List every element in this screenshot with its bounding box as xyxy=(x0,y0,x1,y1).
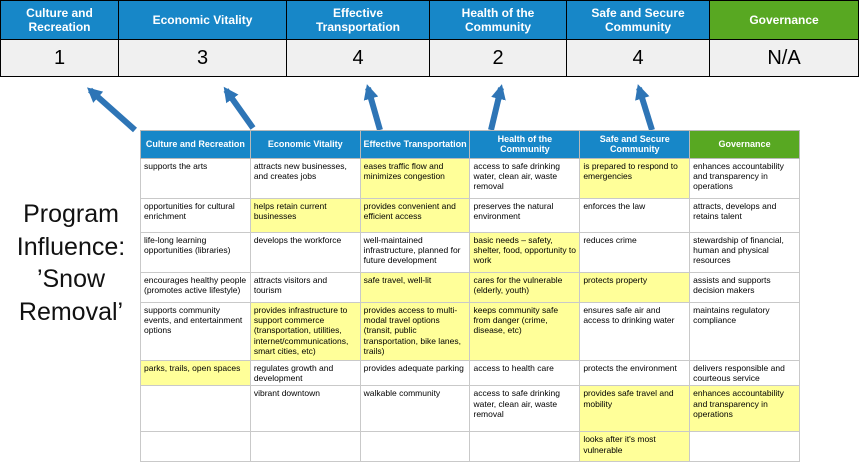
matrix-cell-r5-c0: parks, trails, open spaces xyxy=(140,359,251,387)
matrix-row-5: parks, trails, open spaces regulates grow… xyxy=(140,359,800,387)
matrix-cell-r2-c2: well-maintained infrastructure, planned … xyxy=(359,231,471,273)
matrix-cell-r4-c5: maintains regulatory compliance xyxy=(689,301,800,361)
program-title: Program Influence: ’Snow Removal’ xyxy=(16,200,126,326)
scoreboard-header-row: Culture and Recreation Economic Vitality E… xyxy=(1,1,858,39)
matrix-cell-r7-c2 xyxy=(359,431,471,463)
matrix-cell-r0-c4: is prepared to respond to emergencies xyxy=(579,157,691,199)
matrix-row-6: vibrant downtown walkable community access… xyxy=(140,385,800,433)
matrix-cell-r3-c5: assists and supports decision makers xyxy=(689,271,800,303)
matrix-row-2: life-long learning opportunities (librar… xyxy=(140,231,800,273)
matrix-cell-r7-c4: looks after it's most vulnerable xyxy=(579,431,691,463)
matrix-cell-r6-c0 xyxy=(140,385,251,433)
matrix-cell-r7-c3 xyxy=(469,431,581,463)
matrix-header-1: Economic Vitality xyxy=(249,130,361,159)
matrix-cell-r1-c4: enforces the law xyxy=(579,197,691,233)
matrix-cell-r6-c5: enhances accountability and transparency… xyxy=(689,385,800,433)
scoreboard-header-5: Governance xyxy=(710,1,858,39)
influence-arrow xyxy=(635,84,655,131)
matrix-cell-r0-c2: eases traffic flow and minimizes congest… xyxy=(359,157,471,199)
scoreboard-header-2: Effective Transportation xyxy=(287,1,429,39)
scoreboard-header-0: Culture and Recreation xyxy=(1,1,118,39)
influence-matrix: Culture and Recreation Economic Vitality E… xyxy=(140,130,800,463)
matrix-header-2: Effective Transportation xyxy=(359,130,471,159)
scoreboard-score-5: N/A xyxy=(710,40,858,76)
matrix-row-7: looks after it's most vulnerable xyxy=(140,431,800,463)
matrix-cell-r5-c1: regulates growth and development xyxy=(249,359,361,387)
matrix-row-4: supports community events, and entertain… xyxy=(140,301,800,361)
scoreboard-score-3: 2 xyxy=(430,40,566,76)
scoreboard-score-1: 3 xyxy=(119,40,286,76)
influence-arrows xyxy=(87,84,655,133)
matrix-cell-r0-c0: supports the arts xyxy=(140,157,251,199)
matrix-cell-r3-c4: protects property xyxy=(579,271,691,303)
matrix-cell-r6-c2: walkable community xyxy=(359,385,471,433)
matrix-header: Culture and Recreation Economic Vitality E… xyxy=(140,130,800,159)
matrix-cell-r3-c2: safe travel, well-lit xyxy=(359,271,471,303)
matrix-cell-r5-c5: delivers responsible and courteous servi… xyxy=(689,359,800,387)
matrix-cell-r5-c2: provides adequate parking xyxy=(359,359,471,387)
matrix-cell-r2-c4: reduces crime xyxy=(579,231,691,273)
matrix-cell-r5-c3: access to health care xyxy=(469,359,581,387)
matrix-cell-r0-c1: attracts new businesses, and creates job… xyxy=(249,157,361,199)
scoreboard-score-4: 4 xyxy=(567,40,709,76)
matrix-cell-r7-c0 xyxy=(140,431,251,463)
matrix-cell-r7-c5 xyxy=(689,431,800,463)
influence-arrow xyxy=(363,84,383,131)
matrix-header-row: Culture and Recreation Economic Vitality E… xyxy=(140,130,800,159)
matrix-cell-r4-c0: supports community events, and entertain… xyxy=(140,301,251,361)
matrix-row-0: supports the arts attracts new businesses… xyxy=(140,157,800,199)
matrix-cell-r4-c2: provides access to multi-modal travel op… xyxy=(359,301,471,361)
scoreboard-header-4: Safe and Secure Community xyxy=(567,1,709,39)
scoreboard-score-0: 1 xyxy=(1,40,118,76)
matrix-header-5: Governance xyxy=(689,130,800,159)
matrix-cell-r7-c1 xyxy=(249,431,361,463)
matrix-cell-r6-c1: vibrant downtown xyxy=(249,385,361,433)
matrix-cell-r1-c0: opportunities for cultural enrichment xyxy=(140,197,251,233)
matrix-header-0: Culture and Recreation xyxy=(140,130,251,159)
scoreboard-score-row: 1 3 4 2 4 N/A xyxy=(1,40,858,76)
matrix-header-3: Health of the Community xyxy=(469,130,581,159)
matrix-header-4: Safe and Secure Community xyxy=(579,130,691,159)
matrix-cell-r2-c3: basic needs – safety, shelter, food, opp… xyxy=(469,231,581,273)
influence-arrow xyxy=(87,87,137,133)
matrix-cell-r4-c4: ensures safe air and access to drinking … xyxy=(579,301,691,361)
matrix-cell-r1-c1: helps retain current businesses xyxy=(249,197,361,233)
matrix-cell-r1-c5: attracts, develops and retains talent xyxy=(689,197,800,233)
scoreboard-score-2: 4 xyxy=(287,40,429,76)
matrix-cell-r2-c5: stewardship of financial, human and phys… xyxy=(689,231,800,273)
matrix-cell-r3-c0: encourages healthy people (promotes acti… xyxy=(140,271,251,303)
matrix-cell-r6-c3: access to safe drinking water, clean air… xyxy=(469,385,581,433)
matrix-cell-r2-c0: life-long learning opportunities (librar… xyxy=(140,231,251,273)
matrix-cell-r5-c4: protects the environment xyxy=(579,359,691,387)
matrix-cell-r0-c5: enhances accountability and transparency… xyxy=(689,157,800,199)
matrix-cell-r0-c3: access to safe drinking water, clean air… xyxy=(469,157,581,199)
scoreboard-header-1: Economic Vitality xyxy=(119,1,286,39)
influence-arrow xyxy=(488,84,506,131)
matrix-row-1: opportunities for cultural enrichment hel… xyxy=(140,197,800,233)
scoreboard-header-3: Health of the Community xyxy=(430,1,566,39)
scoreboard: Culture and Recreation Economic Vitality E… xyxy=(0,0,859,77)
matrix-cell-r1-c2: provides convenient and efficient access xyxy=(359,197,471,233)
influence-arrow xyxy=(223,86,256,130)
matrix-cell-r4-c3: keeps community safe from danger (crime,… xyxy=(469,301,581,361)
matrix-cell-r4-c1: provides infrastructure to support comme… xyxy=(249,301,361,361)
matrix-cell-r3-c3: cares for the vulnerable (elderly, youth… xyxy=(469,271,581,303)
matrix-row-3: encourages healthy people (promotes acti… xyxy=(140,271,800,303)
matrix-cell-r2-c1: develops the workforce xyxy=(249,231,361,273)
matrix-cell-r1-c3: preserves the natural environment xyxy=(469,197,581,233)
matrix-body: supports the arts attracts new businesses… xyxy=(140,157,800,463)
matrix-cell-r6-c4: provides safe travel and mobility xyxy=(579,385,691,433)
matrix-cell-r3-c1: attracts visitors and tourism xyxy=(249,271,361,303)
